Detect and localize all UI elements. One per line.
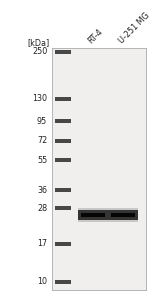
Text: 130: 130 [32, 94, 47, 103]
Text: 95: 95 [37, 117, 47, 126]
Text: 250: 250 [32, 47, 47, 56]
Text: U-251 MG: U-251 MG [117, 11, 150, 45]
Text: [kDa]: [kDa] [28, 38, 50, 47]
Text: RT-4: RT-4 [87, 27, 105, 45]
Text: 17: 17 [37, 239, 47, 248]
Text: 72: 72 [37, 136, 47, 145]
Text: 28: 28 [37, 204, 47, 213]
Text: 55: 55 [37, 156, 47, 165]
Text: 36: 36 [37, 186, 47, 195]
Text: 10: 10 [37, 277, 47, 286]
